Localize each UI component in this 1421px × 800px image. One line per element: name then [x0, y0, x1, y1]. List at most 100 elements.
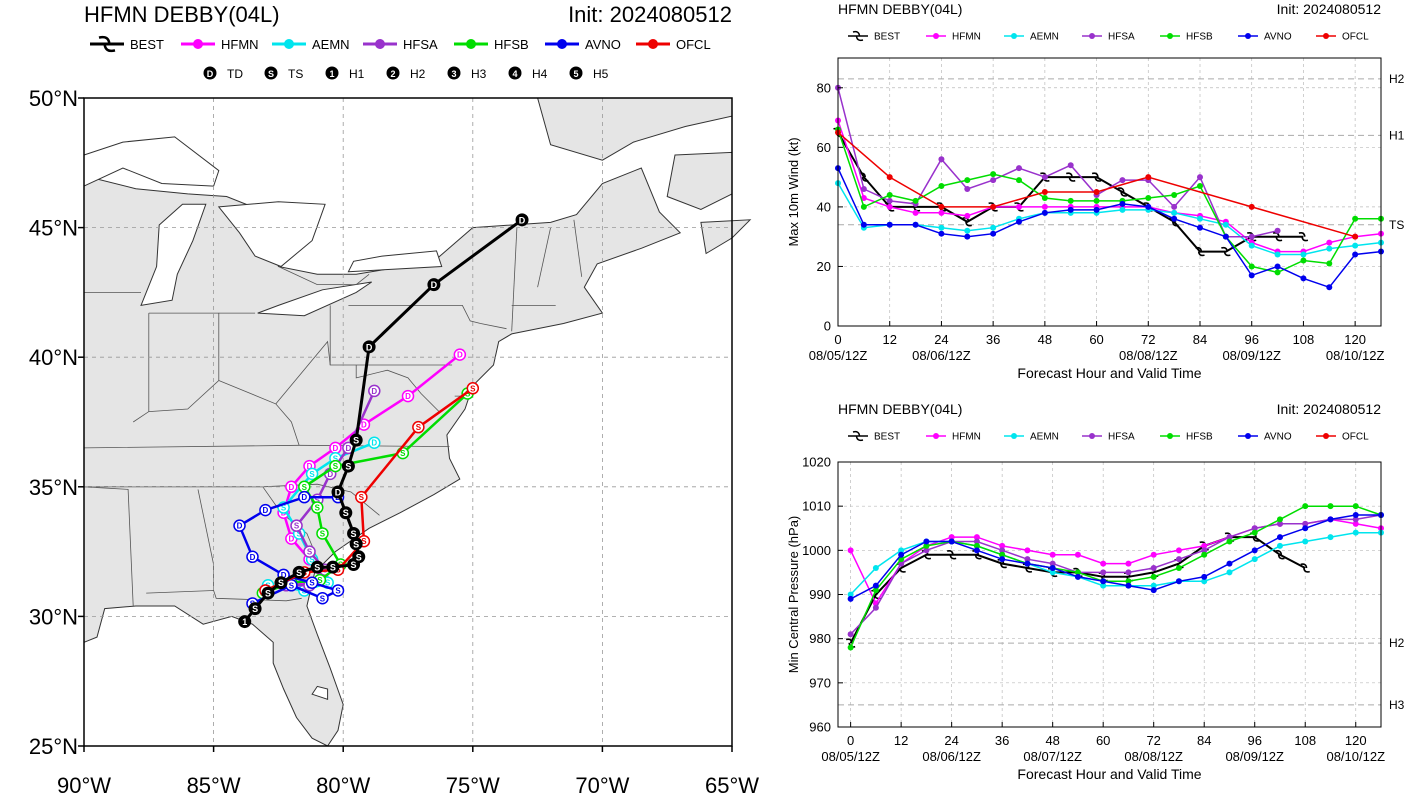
hurricane-symbol-icon — [852, 30, 864, 42]
x-tick-label: 85°W — [187, 773, 241, 798]
legend-label: BEST — [874, 32, 900, 43]
track-point-glyph: S — [351, 560, 357, 570]
lake-huron — [217, 201, 326, 268]
track-point-marker — [316, 527, 329, 540]
intensity-symbol-icon — [386, 66, 400, 80]
data-point — [1298, 231, 1309, 242]
track-point: S — [341, 459, 355, 473]
data-point — [999, 551, 1006, 558]
threshold-label: H2 — [1389, 72, 1405, 86]
data-point — [1074, 569, 1081, 576]
threshold-label: H3 — [1389, 698, 1405, 712]
track-point-marker — [285, 480, 298, 494]
track-point-glyph: S — [281, 504, 287, 513]
data-point — [1150, 551, 1157, 558]
data-point — [964, 177, 971, 184]
data-point — [1041, 203, 1048, 210]
track-point: S — [298, 480, 311, 494]
data-point — [860, 221, 867, 228]
data-point — [1119, 177, 1126, 184]
date-tick-label: 08/06/12Z — [922, 749, 981, 764]
data-point — [1352, 503, 1359, 510]
track-point: S — [305, 467, 319, 481]
data-point — [872, 565, 879, 571]
map-frame — [83, 97, 733, 747]
chart-series — [833, 84, 1384, 291]
data-point — [1276, 534, 1283, 541]
data-point — [1074, 573, 1081, 580]
data-point — [1175, 578, 1182, 585]
track-point-marker — [331, 485, 345, 499]
data-point — [1352, 215, 1359, 222]
hurricane-symbol-icon — [98, 35, 116, 53]
data-point — [964, 233, 971, 240]
track-point-glyph: D — [307, 462, 313, 471]
date-tick-label: 08/10/12Z — [1326, 348, 1385, 363]
threshold-label: H2 — [1389, 636, 1405, 650]
track-point-glyph: S — [470, 384, 476, 393]
track-point-glyph: D — [335, 487, 342, 497]
data-point — [1352, 233, 1359, 240]
data-point — [1352, 516, 1359, 523]
data-point — [1049, 569, 1056, 576]
data-point — [1226, 534, 1233, 541]
x-tick-label: 65°W — [705, 773, 759, 798]
data-point — [1067, 162, 1074, 169]
data-point — [1275, 550, 1285, 560]
data-point — [1117, 187, 1128, 197]
data-point — [1024, 560, 1031, 567]
data-point — [860, 203, 867, 210]
intensity-symbol-icon — [569, 66, 583, 80]
legend-label: HFMN — [221, 37, 259, 52]
data-point — [1041, 209, 1048, 216]
x-tick-label: 84 — [1193, 332, 1207, 347]
data-point — [938, 183, 945, 190]
data-point — [1171, 191, 1178, 198]
border-fl — [146, 590, 302, 602]
track-point: D — [342, 441, 355, 455]
track-point: S — [329, 459, 342, 473]
y-tick-label: 40 — [817, 199, 831, 214]
border-md-va — [355, 365, 440, 412]
chart-axes: 0 12 24 36 48 60 72 84 96 108 120 08/05/12Z 08/06/12… — [786, 455, 1385, 783]
track-point-glyph: D — [333, 444, 339, 453]
track-point-glyph: S — [309, 470, 315, 479]
data-point — [999, 547, 1006, 554]
track-point-glyph: D — [519, 215, 526, 225]
track-point-glyph: S — [309, 579, 315, 588]
intensity-legend-item: 1 H1 — [325, 66, 365, 81]
track-point-glyph: S — [278, 578, 284, 588]
data-point — [1276, 516, 1283, 523]
track-point: S — [331, 584, 345, 597]
data-point — [847, 631, 854, 638]
data-point — [1300, 563, 1310, 573]
lake-okeechobee — [311, 685, 329, 700]
x-tick-label: 90°W — [57, 773, 111, 798]
track-point-glyph: S — [400, 449, 406, 458]
data-point — [964, 212, 971, 219]
track-point-glyph: S — [294, 522, 300, 531]
track-point: D — [401, 389, 415, 403]
date-tick-label: 08/05/12Z — [821, 749, 880, 764]
data-point — [1274, 227, 1281, 234]
data-point — [1145, 194, 1152, 201]
track-point-marker — [326, 560, 340, 574]
data-point — [872, 604, 879, 611]
data-point — [847, 595, 854, 602]
date-tick-label: 08/05/12Z — [809, 348, 868, 363]
data-point — [1248, 242, 1255, 249]
series-ofcl — [835, 129, 1359, 240]
track-point: S — [412, 420, 425, 434]
border-nh-me — [573, 219, 583, 277]
x-tick-label: 24 — [944, 733, 958, 748]
series-line — [837, 129, 1381, 274]
legend-item-aemn: AEMN — [1004, 432, 1059, 443]
x-tick-label: 80°W — [316, 773, 370, 798]
data-point — [1201, 547, 1208, 554]
legend-marker — [933, 433, 939, 439]
x-tick-label: 70°W — [575, 773, 629, 798]
data-point — [1251, 556, 1258, 563]
track-point-marker — [274, 576, 288, 590]
track-point-marker — [355, 490, 368, 504]
track-point-glyph: S — [302, 483, 308, 492]
